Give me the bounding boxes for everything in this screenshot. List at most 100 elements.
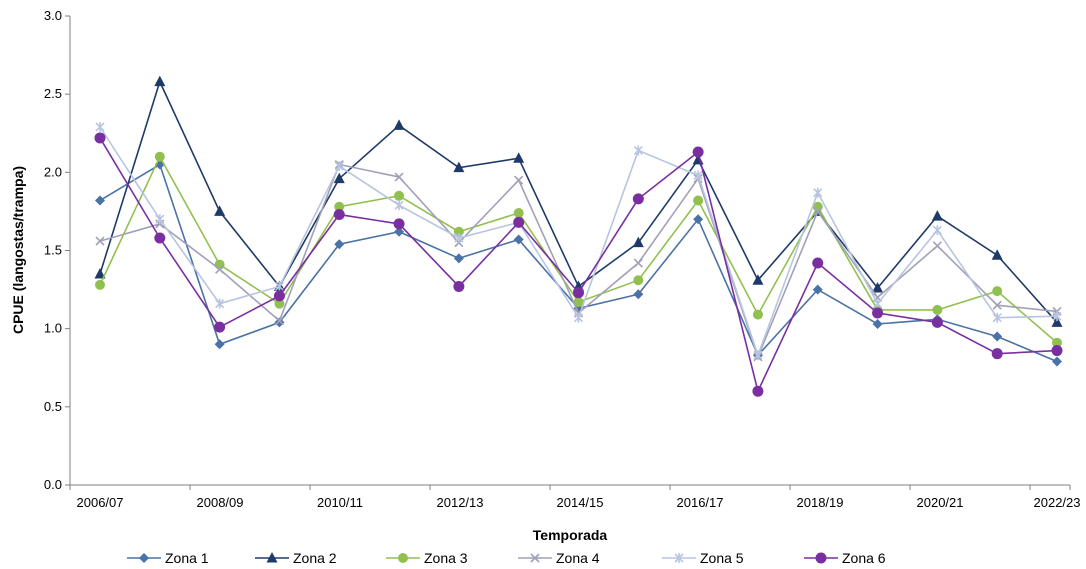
x-tick-label: 2010/11 xyxy=(317,495,363,510)
legend-label: Zona 1 xyxy=(165,550,209,566)
data-point xyxy=(513,152,525,163)
data-point xyxy=(813,187,823,198)
data-point xyxy=(632,236,644,248)
y-tick-label: 1.0 xyxy=(44,321,62,336)
legend-marker xyxy=(674,553,684,563)
legend-item: Zona 5 xyxy=(662,550,744,566)
series-zona-4 xyxy=(95,159,1062,362)
x-tick-label: 2008/09 xyxy=(197,495,244,510)
legend: Zona 1 Zona 2 Zona 3 Zona 4 Zona 5 Zona 6 xyxy=(127,550,886,566)
data-point xyxy=(573,287,584,299)
y-axis-title: CPUE (langostas/trampa) xyxy=(10,166,26,334)
data-point xyxy=(931,210,943,221)
data-point xyxy=(215,298,225,309)
data-point xyxy=(453,280,465,292)
legend-marker xyxy=(398,553,408,563)
legend-label: Zona 4 xyxy=(556,550,600,566)
data-point xyxy=(214,339,225,350)
data-point xyxy=(334,161,344,172)
legend-marker xyxy=(139,553,149,563)
data-point xyxy=(95,121,105,132)
x-ticks: 2006/07 2008/09 2010/11 2012/13 2014/15 2016/… xyxy=(69,485,1081,510)
legend-label: Zona 2 xyxy=(293,550,337,566)
data-point xyxy=(872,318,883,329)
series-line xyxy=(99,163,1058,363)
x-tick-label: 2014/15 xyxy=(557,495,604,510)
y-tick-label: 1.5 xyxy=(44,243,62,258)
data-point xyxy=(932,304,943,315)
data-point xyxy=(214,321,226,333)
data-point xyxy=(693,170,703,181)
legend-marker xyxy=(266,552,278,563)
data-point xyxy=(274,317,285,328)
data-point xyxy=(992,300,1002,310)
y-ticks: 0.0 0.5 1.0 1.5 2.0 2.5 3.0 xyxy=(44,8,70,492)
legend-label: Zona 5 xyxy=(700,550,744,566)
data-point xyxy=(812,284,823,295)
x-tick-label: 2022/23 xyxy=(1034,495,1081,510)
data-point xyxy=(573,297,584,308)
legend-item: Zona 3 xyxy=(386,550,468,566)
data-point xyxy=(931,316,943,328)
data-point xyxy=(334,201,345,212)
data-point xyxy=(813,206,823,216)
series-zona-3 xyxy=(95,151,1062,348)
data-point xyxy=(513,234,524,245)
data-point xyxy=(932,225,942,236)
legend-item: Zona 1 xyxy=(127,550,209,566)
y-tick-label: 0.5 xyxy=(44,399,62,414)
x-tick-label: 2020/21 xyxy=(917,495,964,510)
data-point xyxy=(154,232,166,244)
data-point xyxy=(215,264,225,274)
data-point xyxy=(633,275,644,286)
data-point xyxy=(693,195,704,206)
data-point xyxy=(932,241,942,251)
x-axis-title: Temporada xyxy=(533,527,608,543)
data-point xyxy=(274,281,285,292)
data-point xyxy=(1051,316,1063,327)
data-point xyxy=(872,282,884,293)
data-point xyxy=(633,145,643,156)
data-point xyxy=(632,193,644,205)
data-point xyxy=(394,172,404,182)
data-point xyxy=(214,259,225,270)
data-point xyxy=(992,286,1003,297)
data-point xyxy=(394,190,405,201)
data-point xyxy=(95,236,105,246)
data-point xyxy=(214,205,226,216)
data-point xyxy=(95,195,105,206)
y-tick-label: 3.0 xyxy=(44,8,62,23)
data-point xyxy=(1052,356,1062,367)
y-tick-label: 0.0 xyxy=(44,477,62,492)
data-point xyxy=(154,151,165,162)
data-point xyxy=(393,119,405,130)
legend-marker xyxy=(530,553,540,563)
data-point xyxy=(573,312,584,323)
data-point xyxy=(453,161,465,173)
data-point xyxy=(95,279,105,290)
x-tick-label: 2012/13 xyxy=(437,495,484,510)
legend-item: Zona 4 xyxy=(518,550,600,566)
series-zona-6 xyxy=(94,132,1063,397)
data-point xyxy=(334,239,345,250)
legend-item: Zona 2 xyxy=(255,550,337,566)
data-point xyxy=(393,218,405,230)
data-point xyxy=(273,290,285,302)
data-point xyxy=(94,267,106,279)
data-point xyxy=(992,331,1003,342)
data-point xyxy=(513,207,524,218)
data-point xyxy=(753,350,763,361)
legend-label: Zona 3 xyxy=(424,550,468,566)
data-point xyxy=(633,258,643,268)
data-point xyxy=(1052,311,1062,322)
data-point xyxy=(692,146,704,158)
data-point xyxy=(394,226,405,237)
data-point xyxy=(453,226,464,237)
legend-item: Zona 6 xyxy=(804,550,886,566)
legend-label: Zona 6 xyxy=(842,550,886,566)
data-point xyxy=(991,348,1003,360)
data-point xyxy=(1051,345,1063,357)
data-point xyxy=(872,298,883,309)
data-point xyxy=(274,316,285,326)
